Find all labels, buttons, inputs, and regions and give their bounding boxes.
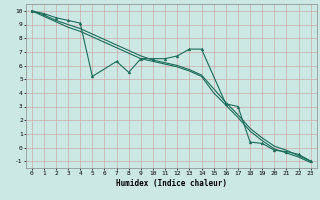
X-axis label: Humidex (Indice chaleur): Humidex (Indice chaleur) [116, 179, 227, 188]
